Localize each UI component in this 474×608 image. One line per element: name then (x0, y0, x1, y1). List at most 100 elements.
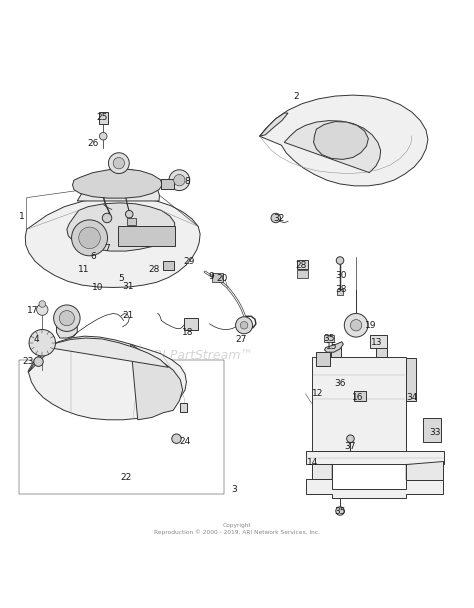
Polygon shape (324, 342, 343, 352)
Polygon shape (73, 169, 162, 198)
FancyBboxPatch shape (127, 218, 137, 225)
Circle shape (29, 330, 55, 356)
Polygon shape (56, 319, 77, 338)
Text: ARI PartStream™: ARI PartStream™ (145, 350, 253, 362)
Polygon shape (284, 120, 381, 173)
Polygon shape (306, 479, 443, 498)
Text: 1: 1 (19, 212, 25, 221)
Text: 28: 28 (295, 261, 307, 270)
Polygon shape (77, 169, 159, 201)
Text: 13: 13 (371, 338, 382, 347)
Text: 35: 35 (334, 506, 346, 516)
Polygon shape (406, 358, 416, 401)
Circle shape (102, 213, 112, 223)
Circle shape (336, 506, 344, 515)
Text: 7: 7 (104, 244, 110, 253)
Polygon shape (260, 113, 288, 136)
Circle shape (100, 133, 107, 140)
Text: 27: 27 (235, 335, 246, 344)
Text: 16: 16 (352, 393, 363, 402)
Text: 15: 15 (326, 342, 337, 351)
Text: 23: 23 (22, 357, 34, 366)
FancyBboxPatch shape (183, 318, 198, 331)
Polygon shape (406, 461, 443, 480)
Text: 38: 38 (335, 285, 346, 294)
Text: 26: 26 (87, 139, 99, 148)
Circle shape (344, 314, 368, 337)
Circle shape (346, 435, 354, 443)
Circle shape (72, 220, 108, 256)
Text: 2: 2 (293, 92, 299, 100)
Text: 20: 20 (216, 274, 228, 283)
Circle shape (236, 317, 253, 334)
Polygon shape (118, 226, 174, 246)
Text: 11: 11 (78, 266, 89, 274)
Circle shape (126, 210, 133, 218)
FancyBboxPatch shape (370, 335, 387, 348)
Circle shape (240, 322, 248, 329)
Text: 17: 17 (27, 306, 38, 315)
Text: 12: 12 (312, 389, 323, 398)
Text: 35: 35 (323, 334, 335, 342)
Circle shape (59, 311, 74, 326)
Text: 10: 10 (92, 283, 103, 292)
Text: 21: 21 (123, 311, 134, 320)
FancyBboxPatch shape (337, 289, 343, 295)
Text: 14: 14 (307, 458, 319, 467)
Text: 36: 36 (334, 379, 346, 388)
Circle shape (172, 434, 181, 443)
Polygon shape (25, 197, 200, 288)
Circle shape (54, 305, 80, 331)
Text: 25: 25 (97, 113, 108, 122)
Polygon shape (131, 344, 182, 420)
FancyBboxPatch shape (297, 270, 309, 278)
Polygon shape (376, 348, 387, 357)
Text: Copyright
Reproduction © 2000 - 2019, ARI Network Services, Inc.: Copyright Reproduction © 2000 - 2019, AR… (154, 523, 320, 534)
Polygon shape (260, 95, 428, 186)
Text: 34: 34 (406, 393, 418, 402)
FancyBboxPatch shape (316, 352, 330, 366)
FancyBboxPatch shape (163, 261, 173, 271)
Text: 22: 22 (120, 474, 132, 482)
FancyBboxPatch shape (99, 112, 108, 124)
Circle shape (39, 301, 46, 307)
Circle shape (173, 174, 185, 186)
Circle shape (169, 170, 190, 190)
Polygon shape (312, 464, 331, 479)
FancyBboxPatch shape (161, 179, 173, 188)
Polygon shape (67, 203, 174, 251)
Text: 28: 28 (149, 266, 160, 274)
Text: 5: 5 (118, 274, 124, 283)
Text: 18: 18 (182, 328, 193, 337)
Circle shape (113, 157, 125, 169)
FancyBboxPatch shape (324, 335, 334, 342)
Text: 4: 4 (33, 335, 39, 344)
Circle shape (271, 213, 281, 223)
Polygon shape (314, 122, 368, 159)
Polygon shape (28, 336, 186, 420)
Circle shape (36, 304, 48, 316)
Circle shape (79, 227, 100, 249)
Circle shape (336, 257, 344, 264)
Polygon shape (306, 452, 444, 464)
Text: 37: 37 (345, 442, 356, 451)
Polygon shape (48, 338, 168, 367)
Text: 33: 33 (430, 428, 441, 437)
FancyBboxPatch shape (354, 391, 366, 401)
Polygon shape (312, 357, 406, 452)
Text: 30: 30 (335, 271, 346, 280)
FancyBboxPatch shape (297, 260, 309, 269)
Text: 8: 8 (184, 176, 190, 185)
Circle shape (34, 357, 43, 367)
Text: 24: 24 (179, 437, 191, 446)
Text: 19: 19 (365, 321, 376, 330)
FancyBboxPatch shape (423, 418, 441, 441)
Text: 3: 3 (232, 485, 237, 494)
Circle shape (350, 320, 362, 331)
Text: 29: 29 (183, 257, 194, 266)
Polygon shape (28, 345, 55, 373)
Circle shape (109, 153, 129, 173)
Text: 31: 31 (123, 282, 134, 291)
FancyBboxPatch shape (212, 273, 223, 282)
Polygon shape (330, 348, 341, 357)
